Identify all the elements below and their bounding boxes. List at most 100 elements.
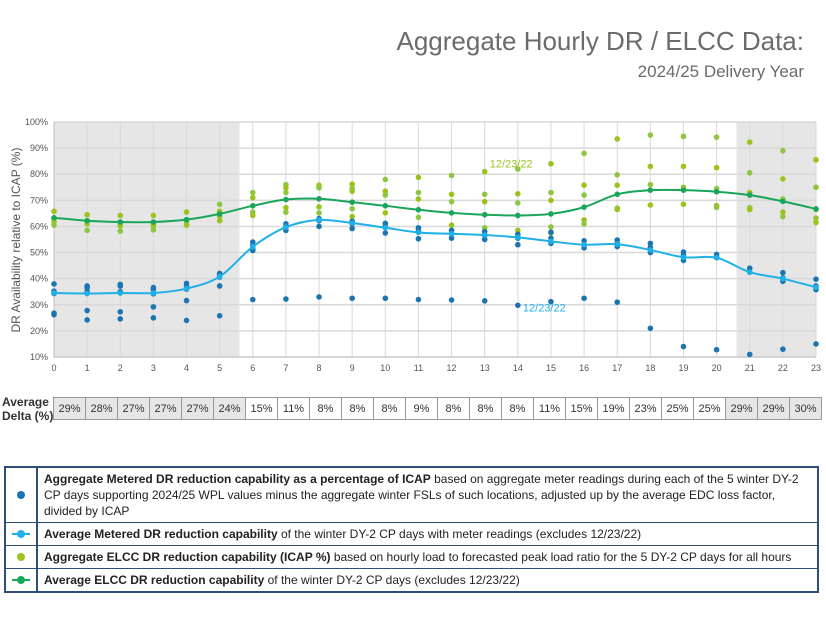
metered-point [84, 307, 90, 314]
metered-point [150, 315, 157, 321]
x-tick-label: 12 [447, 363, 457, 373]
metered-point [117, 283, 124, 289]
elcc-point [515, 191, 521, 197]
metered-point [780, 269, 786, 276]
elcc-point [581, 217, 587, 223]
legend-text-bold: Average ELCC DR reduction capability [44, 573, 265, 587]
elcc-point [780, 147, 786, 154]
x-tick-label: 19 [678, 363, 688, 373]
avg-metered-point [647, 247, 654, 253]
delta-cell-hour-14: 8% [502, 398, 534, 419]
legend-text-description: of the winter DY-2 CP days (excludes 12/… [264, 573, 520, 587]
elcc-point [614, 171, 621, 178]
elcc-point [382, 176, 389, 183]
elcc-point [448, 222, 455, 228]
avg-elcc-point [216, 211, 223, 217]
metered-point [415, 296, 422, 303]
legend-text-bold: Average Metered DR reduction capability [44, 527, 278, 541]
legend-item: Average ELCC DR reduction capability of … [6, 569, 817, 591]
metered-point [647, 240, 654, 247]
elcc-point [647, 163, 654, 170]
avg-elcc-point [448, 210, 455, 216]
elcc-point [647, 181, 654, 188]
avg-metered-point [150, 290, 157, 296]
elcc-point [349, 181, 355, 187]
legend-text-bold: Aggregate Metered DR reduction capabilit… [44, 472, 431, 486]
legend-text: Average Metered DR reduction capability … [38, 523, 647, 545]
y-axis-label: DR Availability relative to ICAP (%) [9, 148, 23, 333]
metered-point [84, 285, 90, 291]
elcc-point [581, 192, 587, 198]
legend: Aggregate Metered DR reduction capabilit… [4, 466, 819, 593]
avg-metered-point [548, 238, 554, 245]
elcc-point [283, 209, 289, 215]
delta-cell-hour-16: 15% [566, 398, 598, 419]
delta-cell-hour-8: 8% [310, 398, 342, 419]
average-delta-row: 29% 28% 27% 27% 27% 24% 15% 11% 8% 8% 8% 9% 8% 8% 8% 11… [53, 397, 822, 420]
avg-elcc-point [614, 191, 621, 198]
x-tick-label: 10 [380, 363, 390, 373]
elcc-point [448, 172, 455, 179]
delta-cell-hour-21: 29% [726, 398, 758, 419]
elcc-point [150, 212, 157, 219]
elcc-point [813, 219, 819, 226]
avg-elcc-point [680, 187, 687, 193]
avg-elcc-point [51, 215, 57, 221]
dot-blue-icon [6, 468, 38, 522]
elcc-point [614, 206, 621, 213]
avg-metered-point [51, 290, 57, 296]
delta-cell-hour-4: 27% [182, 398, 214, 419]
avg-elcc-point [713, 188, 720, 195]
x-tick-label: 16 [579, 363, 589, 373]
elcc-point [415, 196, 422, 202]
elcc-point [349, 188, 355, 194]
avg-elcc-point [481, 211, 488, 218]
y-tick-label: 20% [30, 326, 48, 336]
metered-point [183, 297, 190, 304]
delta-cell-hour-5: 24% [214, 398, 246, 419]
metered-point [51, 311, 57, 318]
elcc-point [647, 202, 654, 208]
metered-point [581, 295, 587, 302]
dr-elcc-chart: 10%20%30%40%50%60%70%80%90%100%0 1 2 3 4 5 6 7 8… [9, 117, 821, 373]
elcc-point [117, 223, 124, 229]
avg-metered-point [515, 234, 521, 241]
elcc-point [415, 189, 422, 196]
metered-point [548, 298, 554, 305]
x-tick-label: 6 [250, 363, 255, 373]
elcc-point [283, 204, 289, 211]
delta-cell-hour-2: 27% [118, 398, 150, 419]
elcc-point [581, 221, 587, 227]
avg-metered-point [713, 254, 720, 261]
elcc-point [614, 182, 621, 188]
elcc-point [481, 198, 488, 205]
metered-point [614, 299, 621, 305]
metered-point [283, 296, 289, 302]
delta-cell-hour-0: 29% [54, 398, 86, 419]
elcc-point [515, 166, 521, 172]
x-tick-label: 13 [480, 363, 490, 373]
elcc-point [680, 201, 687, 208]
y-tick-label: 70% [30, 195, 48, 205]
elcc-point [581, 150, 587, 157]
elcc-point [316, 204, 322, 210]
avg-metered-point [746, 269, 753, 275]
delta-cell-hour-18: 23% [630, 398, 662, 419]
avg-metered-point [581, 241, 587, 248]
metered-point [415, 235, 422, 242]
legend-text: Aggregate ELCC DR reduction capability (… [38, 546, 797, 568]
x-tick-label: 15 [546, 363, 556, 373]
delta-cell-hour-12: 8% [438, 398, 470, 419]
elcc-point [746, 206, 753, 213]
elcc-point [216, 217, 223, 224]
chart-title: Aggregate Hourly DR / ELCC Data: [396, 26, 804, 56]
x-tick-label: 0 [51, 363, 56, 373]
shaded-region [54, 122, 240, 357]
elcc-point [283, 185, 289, 191]
x-tick-label: 20 [712, 363, 722, 373]
annotation-metered-date: 12/23/22 [523, 302, 566, 314]
elcc-point [548, 160, 554, 167]
metered-point [746, 265, 753, 272]
legend-item: Aggregate ELCC DR reduction capability (… [6, 546, 817, 569]
elcc-point [249, 189, 256, 196]
